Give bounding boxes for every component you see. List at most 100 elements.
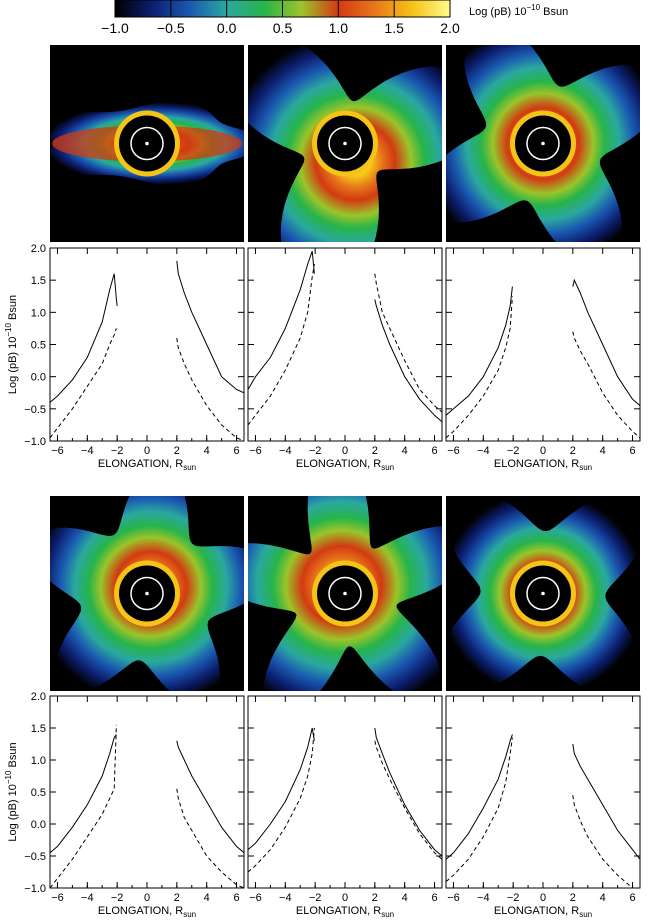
x-axis-label: ELONGATION, Rsun xyxy=(494,458,592,472)
series-line-solid xyxy=(49,734,117,854)
x-tick-label: −6 xyxy=(249,892,262,904)
coronal-image xyxy=(50,45,244,242)
series-line-solid xyxy=(445,286,513,416)
x-tick-label: 6 xyxy=(629,445,635,457)
x-tick-label: 4 xyxy=(204,445,210,457)
sun-center-dot xyxy=(145,141,149,146)
series-line-solid xyxy=(247,251,315,390)
y-tick-label: 0.0 xyxy=(31,372,46,384)
x-tick-label: 6 xyxy=(233,445,239,457)
x-tick-label: 2 xyxy=(174,445,180,457)
series-line-solid xyxy=(176,740,245,854)
x-tick-label: −2 xyxy=(309,445,322,457)
x-tick-label: −2 xyxy=(507,892,520,904)
panel-row1-left: −6 −4 −2 0 2 4 6 −1.0 −0.5 0.0 0.5 1.0 1.5 2.0 Log (pB… xyxy=(4,45,245,472)
x-axis-label: ELONGATION, Rsun xyxy=(98,905,196,919)
x-tick-label: −2 xyxy=(309,892,322,904)
x-tick-label: −4 xyxy=(81,445,94,457)
x-tick-label: 0 xyxy=(342,892,348,904)
x-tick-label: 0 xyxy=(540,445,546,457)
series-line-dashed xyxy=(49,328,117,439)
x-tick-label: 2 xyxy=(570,445,576,457)
y-tick-label: −0.5 xyxy=(24,404,46,416)
x-tick-label: 6 xyxy=(431,892,437,904)
x-tick-label: 0 xyxy=(540,892,546,904)
colorbar-tick-label: −1.0 xyxy=(101,20,129,36)
y-tick-label: 2.0 xyxy=(31,243,46,255)
series-line-solid xyxy=(49,273,118,403)
coronal-image xyxy=(446,496,640,691)
x-tick-label: 2 xyxy=(372,445,378,457)
y-tick-label: 0.5 xyxy=(31,787,46,799)
panel-grid: −6 −4 −2 0 2 4 6 −1.0 −0.5 0.0 0.5 1.0 1.5 2.0 Log (pB… xyxy=(4,45,641,919)
x-tick-label: −6 xyxy=(51,892,64,904)
plot-frame xyxy=(247,695,443,889)
series-line-solid xyxy=(445,734,513,860)
x-tick-label: 6 xyxy=(233,892,239,904)
x-tick-label: 0 xyxy=(342,445,348,457)
x-tick-label: 4 xyxy=(204,892,210,904)
y-tick-label: 1.0 xyxy=(31,307,46,319)
x-tick-label: 0 xyxy=(144,445,150,457)
x-tick-label: −6 xyxy=(51,445,64,457)
plot-frame xyxy=(445,695,641,889)
x-tick-label: 2 xyxy=(570,892,576,904)
x-tick-label: −6 xyxy=(249,445,262,457)
series-line-solid xyxy=(572,743,641,860)
sun-center-dot xyxy=(145,591,149,596)
coronal-image xyxy=(248,45,442,242)
coronal-image xyxy=(446,45,640,242)
line-plot: −6 −4 −2 0 2 4 6 −1.0 −0.5 0.0 0.5 1.0 1.5 2.0 Log (pB… xyxy=(4,243,245,472)
series-line-solid xyxy=(374,299,443,423)
x-tick-label: 0 xyxy=(144,892,150,904)
x-tick-label: −4 xyxy=(279,445,292,457)
y-tick-label: 1.5 xyxy=(31,275,46,287)
y-tick-label: −0.5 xyxy=(24,851,46,863)
series-line-dashed xyxy=(49,724,117,889)
x-axis-label: ELONGATION, Rsun xyxy=(98,458,196,472)
x-tick-label: −2 xyxy=(111,445,124,457)
series-line-dashed xyxy=(247,727,315,873)
x-tick-label: −6 xyxy=(447,892,460,904)
y-axis-label: Log (pB) 10−10 Bsun xyxy=(4,295,19,394)
series-line-solid xyxy=(374,727,443,857)
solar-limb-circle xyxy=(328,126,362,161)
x-tick-label: −6 xyxy=(447,445,460,457)
x-tick-label: −4 xyxy=(81,892,94,904)
y-tick-label: 1.5 xyxy=(31,723,46,735)
panel-row2-right: −6 −4 −2 0 2 4 6 ELONGATION, Rsun xyxy=(445,496,641,919)
x-tick-label: −4 xyxy=(279,892,292,904)
solar-limb-circle xyxy=(526,126,560,161)
solar-limb-circle xyxy=(526,576,560,611)
series-line-dashed xyxy=(572,795,640,889)
colorbar-label: Log (pB) 10−10 Bsun xyxy=(469,3,568,18)
x-tick-label: 4 xyxy=(600,892,606,904)
panel-row1-right: −6 −4 −2 0 2 4 6 ELONGATION, Rsun xyxy=(445,45,641,472)
x-tick-label: −2 xyxy=(111,892,124,904)
y-tick-label: 2.0 xyxy=(31,691,46,703)
colorbar-ticks: −1.0 −0.5 0.0 0.5 1.0 1.5 2.0 xyxy=(101,0,460,36)
line-plot: −6 −4 −2 0 2 4 6 ELONGATION, Rsun xyxy=(445,247,641,472)
colorbar-tick-label: 0.0 xyxy=(217,20,237,36)
x-tick-label: 6 xyxy=(629,892,635,904)
series-line-dashed xyxy=(445,296,513,439)
y-tick-label: −1.0 xyxy=(24,436,46,448)
series-line-solid xyxy=(572,278,641,406)
series-line-dashed xyxy=(176,788,245,889)
series-line-solid xyxy=(247,727,315,850)
panel-row2-mid: −6 −4 −2 0 2 4 6 ELONGATION, Rsun xyxy=(247,496,443,919)
line-plot: −6 −4 −2 0 2 4 6 ELONGATION, Rsun xyxy=(445,695,641,919)
colorbar-tick-label: 1.0 xyxy=(329,20,349,36)
plot-frame xyxy=(49,695,245,889)
x-axis-label: ELONGATION, Rsun xyxy=(494,905,592,919)
sun-center-dot xyxy=(343,591,347,596)
sun-center-dot xyxy=(541,141,545,146)
sun-center-dot xyxy=(541,591,545,596)
series-line-solid xyxy=(176,260,245,394)
line-plot: −6 −4 −2 0 2 4 6 ELONGATION, Rsun xyxy=(247,247,443,472)
colorbar-tick-label: 1.5 xyxy=(384,20,404,36)
x-tick-label: 4 xyxy=(402,892,408,904)
series-line-dashed xyxy=(374,740,443,860)
series-line-dashed xyxy=(176,338,245,442)
